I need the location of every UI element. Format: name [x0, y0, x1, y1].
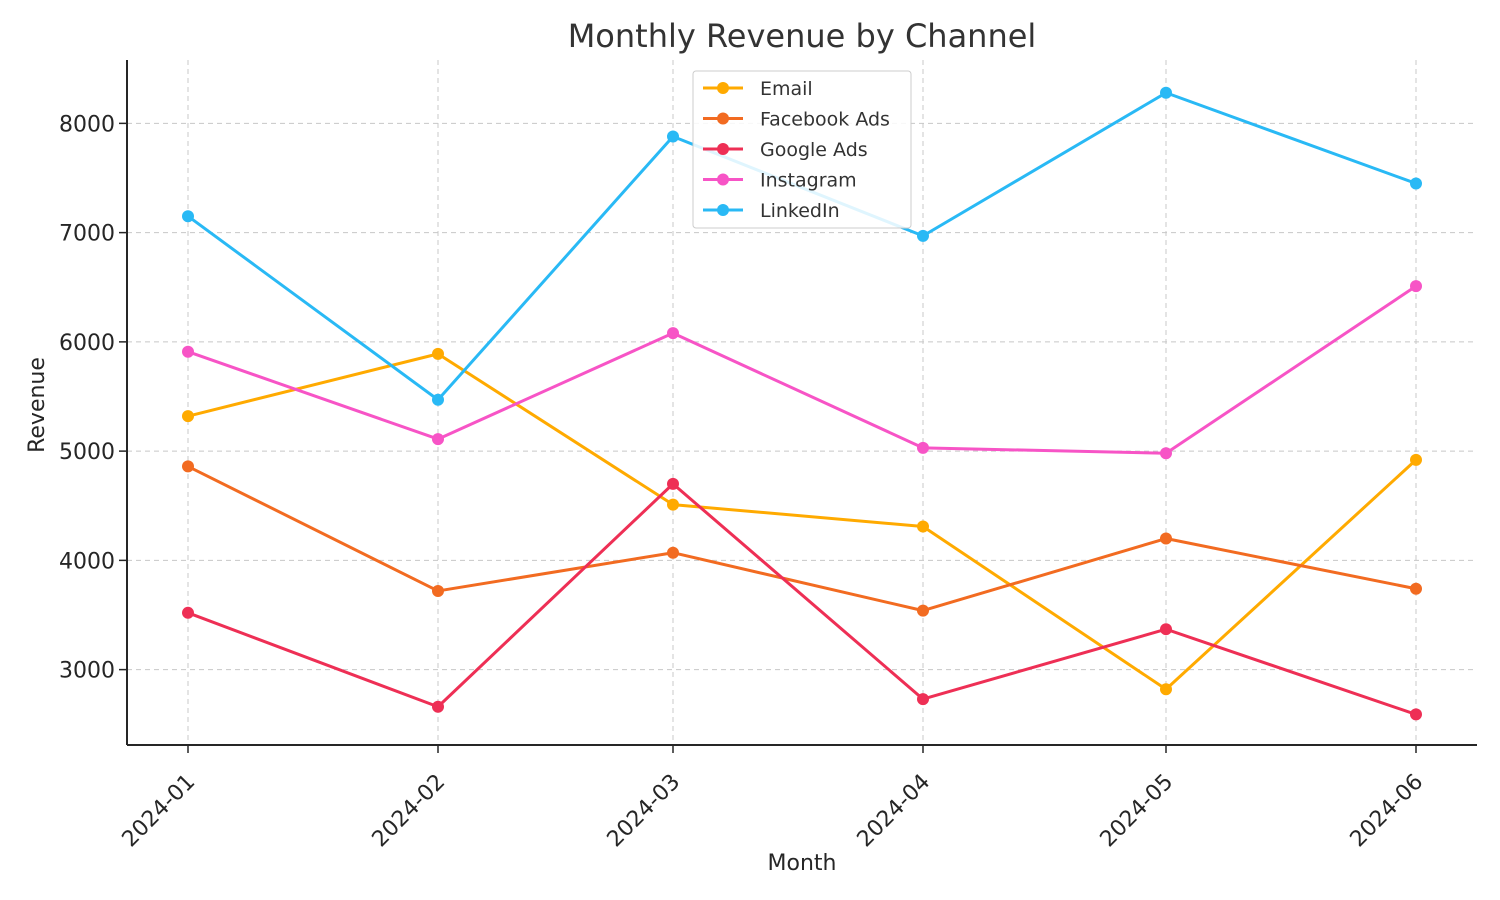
series-line-facebook-ads: [186, 464, 1418, 613]
legend-item-email: Email: [703, 78, 813, 100]
data-point-facebook-ads: [1160, 532, 1172, 545]
legend-swatch-marker: [717, 204, 729, 216]
data-point-email: [432, 347, 444, 360]
data-point-email: [667, 498, 679, 511]
legend-item-instagram: Instagram: [703, 170, 857, 192]
data-point-linkedin: [182, 210, 194, 223]
y-tick-label: 4000: [59, 549, 115, 574]
x-tick-label: 2024-04: [853, 770, 936, 853]
legend-swatch-marker: [717, 173, 729, 186]
data-point-email: [917, 520, 929, 533]
series-line-instagram: [186, 284, 1418, 455]
legend-label: Google Ads: [760, 139, 868, 161]
data-point-google-ads: [1410, 708, 1422, 721]
x-axis-label: Month: [768, 851, 837, 876]
series-line-google-ads: [186, 482, 1418, 716]
y-tick-label: 6000: [59, 331, 115, 356]
legend-items: Email Facebook Ads Google Ads Instagram Link…: [703, 78, 890, 222]
data-point-email: [182, 410, 194, 423]
legend-label: LinkedIn: [760, 200, 840, 222]
data-point-instagram: [917, 441, 929, 454]
data-point-linkedin: [1160, 86, 1172, 99]
series-email: [182, 347, 1422, 696]
data-point-google-ads: [917, 693, 929, 706]
legend: Email Facebook Ads Google Ads Instagram Link…: [692, 70, 912, 229]
y-axis-label: Revenue: [25, 357, 50, 453]
data-point-instagram: [1160, 447, 1172, 460]
data-point-instagram: [182, 345, 194, 358]
data-point-email: [1160, 683, 1172, 696]
x-tick-label: 2024-02: [368, 770, 451, 853]
series-instagram: [182, 280, 1422, 460]
y-tick-label: 8000: [59, 112, 115, 137]
series-facebook-ads: [182, 460, 1422, 617]
data-point-linkedin: [667, 130, 679, 143]
legend-item-google-ads: Google Ads: [703, 139, 868, 161]
y-tick-label: 3000: [59, 659, 115, 684]
data-point-facebook-ads: [667, 546, 679, 559]
legend-label: Facebook Ads: [760, 109, 890, 131]
legend-label: Instagram: [760, 170, 857, 192]
data-point-email: [1410, 453, 1422, 466]
legend-box: [692, 70, 912, 229]
data-point-linkedin: [917, 229, 929, 242]
data-point-linkedin: [1410, 177, 1422, 190]
legend-item-facebook-ads: Facebook Ads: [703, 109, 890, 131]
series-line-email: [186, 352, 1418, 691]
data-point-google-ads: [182, 606, 194, 619]
data-point-google-ads: [432, 700, 444, 713]
data-point-facebook-ads: [182, 460, 194, 473]
series-google-ads: [182, 477, 1422, 721]
data-point-facebook-ads: [1410, 582, 1422, 595]
x-tick-label: 2024-03: [603, 770, 686, 853]
data-point-facebook-ads: [917, 604, 929, 617]
legend-label: Email: [760, 78, 813, 100]
x-tick-label: 2024-06: [1346, 770, 1429, 853]
data-point-google-ads: [1160, 623, 1172, 636]
legend-item-linkedin: LinkedIn: [703, 200, 840, 222]
legend-swatch-marker: [717, 143, 729, 155]
data-point-instagram: [432, 433, 444, 446]
x-tick-label: 2024-05: [1096, 770, 1179, 853]
data-point-instagram: [1410, 280, 1422, 293]
y-tick-label: 5000: [59, 440, 115, 465]
x-tick-label: 2024-01: [118, 770, 201, 853]
axes-layer: [126, 60, 1477, 746]
y-tick-label: 7000: [59, 222, 115, 247]
chart-title: Monthly Revenue by Channel: [568, 17, 1037, 55]
legend-swatch-marker: [717, 82, 729, 94]
data-point-linkedin: [432, 393, 444, 406]
data-point-instagram: [667, 327, 679, 340]
data-point-facebook-ads: [432, 584, 444, 597]
legend-swatch-marker: [717, 112, 729, 125]
data-point-google-ads: [667, 477, 679, 490]
